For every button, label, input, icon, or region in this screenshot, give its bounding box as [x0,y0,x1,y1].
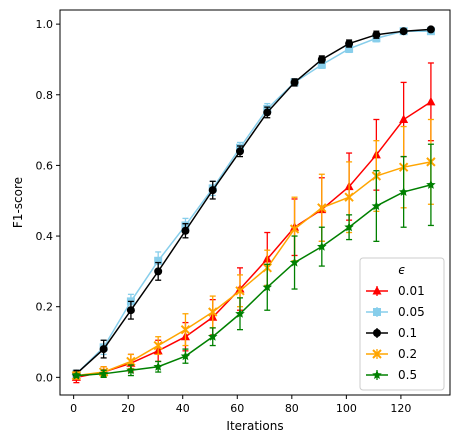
data-point [399,114,409,123]
legend-title: ϵ [398,263,405,277]
legend-label: 0.1 [398,326,417,340]
data-point [372,30,381,39]
legend-entry: 0.05 [366,305,425,319]
legend-entry: 0.5 [366,368,417,382]
data-point [153,361,163,371]
x-tick-label: 100 [336,402,357,415]
series-line [75,28,431,375]
data-point [208,186,217,195]
data-point [289,224,300,234]
data-point [317,203,327,213]
axis-ticks: 0 20 40 60 80 100 120 0.0 0.2 0.4 0.6 0.8 1.0 [36,18,412,415]
data-point [126,365,136,375]
x-tick-label: 60 [230,402,244,415]
legend-label: 0.2 [398,347,417,361]
legend-swatch-marker [372,370,382,380]
data-point [126,356,136,367]
axes-frame [59,9,451,396]
plot-area [71,25,436,384]
data-point [181,226,190,235]
legend-label: 0.05 [398,305,425,319]
legend-entry: 0.01 [366,284,425,298]
data-point [289,257,300,267]
series-line [76,101,432,379]
data-point [344,222,354,232]
data-point [371,201,382,211]
data-point [71,370,82,380]
data-point [180,324,191,335]
x-tick-label: 80 [285,402,299,415]
data-point [290,78,299,87]
x-tick-label: 120 [390,402,411,415]
data-point [426,96,436,106]
x-tick-label: 0 [70,402,77,415]
data-point [344,192,354,202]
data-point [236,147,244,156]
data-point [154,267,163,276]
y-tick-label: 1.0 [36,18,54,31]
data-point [207,331,218,341]
legend-label: 0.01 [398,284,425,298]
y-tick-label: 0.8 [36,89,54,102]
data-point [263,108,272,117]
legend-swatch-marker [373,329,381,337]
data-point [180,351,191,361]
y-tick-label: 0.4 [36,230,54,243]
legend-swatch-marker [372,349,382,359]
data-point [126,306,135,315]
legend-entries: 0.01 0.05 0.1 0.2 0.5 [366,284,425,382]
data-point [317,241,327,251]
data-point [99,345,108,354]
data-point [235,286,245,296]
data-point [345,39,354,48]
series-line [75,30,431,375]
legend-swatch-marker [373,308,381,316]
series-0.2 [71,118,436,381]
legend: ϵ 0.01 0.05 0.1 0.2 0.5 [359,257,445,391]
x-tick-label: 40 [176,402,190,415]
legend-entry: 0.1 [366,326,417,340]
x-axis-title: Iterations [226,419,283,433]
data-point [235,308,245,318]
data-point [98,368,109,378]
data-point [262,282,273,292]
data-point [399,27,408,36]
data-point [426,25,435,34]
y-tick-label: 0.2 [36,301,54,314]
series-0.5 [71,143,436,380]
data-point [208,307,218,317]
data-point [317,55,326,64]
x-tick-label: 20 [121,402,135,415]
data-point [154,256,163,265]
y-tick-label: 0.6 [36,159,54,172]
y-tick-label: 0.0 [36,371,54,384]
series-line [76,161,432,377]
data-point [426,179,436,189]
data-point [317,60,326,69]
y-axis-title: F1-score [11,177,25,228]
data-point [398,186,409,196]
legend-entry: 0.2 [366,347,417,361]
series-line [76,184,432,377]
legend-label: 0.5 [398,368,417,382]
data-point [345,44,354,53]
legend-swatch-marker [372,286,382,295]
data-point [153,340,163,351]
